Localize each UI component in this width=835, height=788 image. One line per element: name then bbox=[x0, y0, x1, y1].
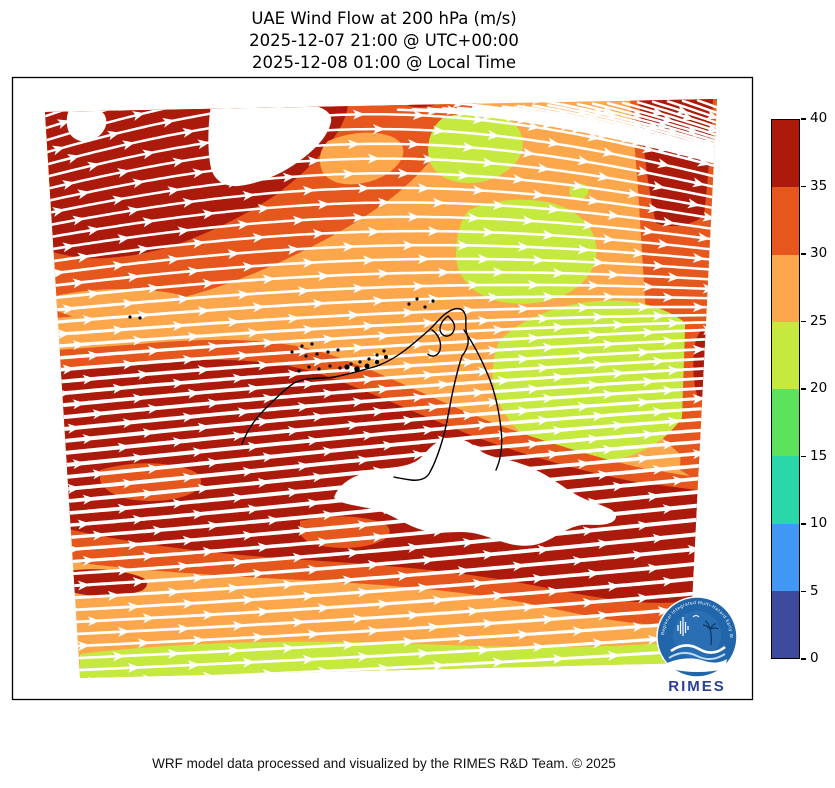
colorbar-tick bbox=[801, 388, 806, 390]
colorbar-segment bbox=[772, 321, 799, 389]
logo-wordmark: RIMES bbox=[668, 678, 726, 695]
credit-text: WRF model data processed and visualized … bbox=[152, 756, 616, 771]
colorbar-tick bbox=[801, 118, 806, 120]
island-dot bbox=[128, 315, 132, 319]
colorbar-tick bbox=[801, 590, 806, 593]
colorbar-tick-label: 35 bbox=[810, 177, 828, 194]
island-dot bbox=[344, 364, 350, 370]
island-dot bbox=[328, 364, 332, 368]
colorbar-segment bbox=[772, 590, 799, 658]
colorbar-segment bbox=[772, 120, 799, 188]
colorbar bbox=[771, 119, 800, 659]
colorbar-tick-label: 30 bbox=[810, 245, 828, 261]
colorbar-tick bbox=[801, 658, 806, 660]
uae-coastline bbox=[128, 297, 503, 481]
colorbar-segment bbox=[772, 254, 799, 322]
logo-seismogram-icon bbox=[677, 617, 689, 636]
island-dot bbox=[423, 305, 427, 309]
colorbar-tick bbox=[801, 253, 806, 255]
chart-subtitle-local: 2025-12-08 01:00 @ Local Time bbox=[251, 53, 517, 72]
island-dot bbox=[382, 349, 386, 353]
island-dot bbox=[315, 352, 319, 356]
logo-wave-base bbox=[667, 658, 727, 672]
island-dot bbox=[354, 366, 360, 372]
logo-wave bbox=[670, 644, 726, 654]
contour-streak-35-40-top bbox=[391, 99, 453, 108]
contour-band-20-25-bottom bbox=[80, 641, 689, 678]
colorbar-tick-label: 40 bbox=[810, 110, 828, 126]
island-dot bbox=[138, 316, 142, 320]
colorbar-tick-label: 5 bbox=[810, 582, 819, 599]
logo-palm-icon bbox=[702, 620, 719, 646]
island-dot bbox=[336, 348, 340, 352]
island-dot bbox=[317, 367, 321, 371]
colorbar-segment bbox=[772, 456, 799, 524]
island-dot bbox=[304, 354, 308, 358]
island-dot bbox=[349, 362, 353, 366]
island-dot bbox=[300, 344, 304, 348]
colorbar-tick-label: 20 bbox=[810, 380, 828, 396]
chart-subtitle-utc: 2025-12-07 21:00 @ UTC+00:00 bbox=[249, 31, 519, 50]
contour-band-20-25-blob bbox=[455, 199, 597, 304]
island-dot bbox=[310, 342, 314, 346]
colorbar-segment bbox=[772, 187, 799, 255]
logo-bird-icon bbox=[692, 615, 700, 618]
axes-border bbox=[11, 76, 754, 701]
island-dot bbox=[338, 366, 342, 370]
island-dot bbox=[364, 363, 370, 369]
colorbar-tick-label: 10 bbox=[810, 515, 828, 531]
island-dot bbox=[407, 302, 411, 306]
island-dot bbox=[326, 350, 330, 354]
rimes-logo: Regional Integrated Multi-Hazard Early W… bbox=[656, 596, 738, 695]
streamline-arrows bbox=[45, 99, 717, 678]
colorbar-tick-label: 0 bbox=[810, 650, 819, 666]
colorbar-tick bbox=[801, 320, 806, 323]
island-dot bbox=[431, 299, 435, 303]
island-dot bbox=[375, 353, 379, 357]
island-dot bbox=[367, 357, 371, 361]
colorbar-tick-label: 25 bbox=[810, 312, 828, 329]
colorbar-segment bbox=[772, 523, 799, 591]
island-dot bbox=[374, 359, 380, 365]
colorbar-segment bbox=[772, 389, 799, 457]
island-dot bbox=[307, 365, 311, 369]
colorbar-tick bbox=[801, 523, 806, 525]
model-domain bbox=[45, 99, 717, 678]
island-dot bbox=[297, 369, 301, 373]
island-dot bbox=[384, 355, 388, 359]
island-dot bbox=[290, 350, 294, 354]
colorbar-tick-label: 15 bbox=[810, 447, 828, 464]
chart-title: UAE Wind Flow at 200 hPa (m/s) bbox=[251, 9, 517, 28]
contour-over-40-region bbox=[66, 106, 107, 142]
colorbar-tick bbox=[801, 185, 806, 188]
island-dot bbox=[415, 297, 419, 301]
colorbar-tick bbox=[801, 455, 806, 458]
island-dot bbox=[358, 360, 362, 364]
